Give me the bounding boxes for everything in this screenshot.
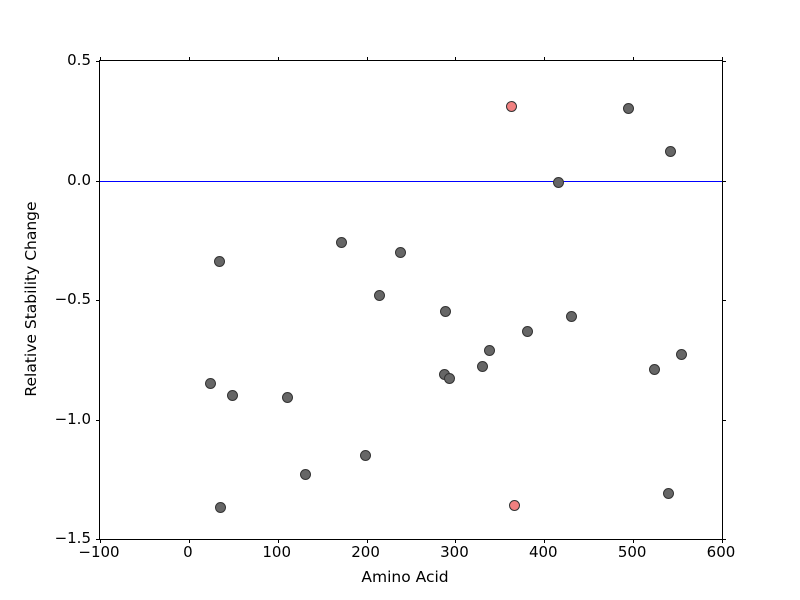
- x-axis-tick-label: −100: [78, 543, 120, 561]
- data-point: [509, 500, 521, 512]
- data-point: [476, 361, 488, 373]
- data-point: [299, 468, 311, 480]
- data-point: [566, 311, 578, 323]
- x-axis-tick-label: 200: [351, 543, 380, 561]
- x-axis-tick-label: 500: [617, 543, 647, 561]
- x-axis-tick: [455, 57, 457, 61]
- data-point: [675, 349, 687, 361]
- x-axis-tick: [277, 57, 279, 61]
- data-point: [443, 373, 455, 385]
- data-point: [360, 449, 372, 461]
- data-point: [663, 488, 675, 500]
- y-axis-tick-label: −0.5: [54, 290, 91, 308]
- x-axis-title-text: Amino Acid: [361, 568, 449, 586]
- data-point: [204, 378, 216, 390]
- x-axis-title: Amino Acid: [0, 568, 800, 586]
- x-axis-tick: [722, 57, 723, 61]
- x-axis-tick-label: 400: [528, 543, 558, 561]
- x-axis-tick-label: 600: [706, 543, 736, 561]
- y-axis-tick: [722, 300, 726, 301]
- y-axis-tick: [96, 539, 100, 540]
- data-point: [226, 390, 238, 402]
- data-point: [553, 177, 564, 189]
- y-axis-tick-label: −1.5: [54, 529, 91, 547]
- data-point: [521, 325, 533, 337]
- data-point: [213, 256, 225, 268]
- y-axis-tick: [722, 419, 726, 421]
- data-point: [623, 103, 635, 115]
- data-point: [664, 146, 676, 158]
- y-axis-tick-label: 0.5: [67, 51, 91, 69]
- data-point: [505, 100, 517, 112]
- y-axis-tick: [96, 419, 100, 421]
- x-axis-tick-label: 0: [183, 543, 193, 561]
- x-axis-tick: [188, 57, 190, 61]
- x-axis-tick: [722, 539, 723, 543]
- y-axis-tick-label: −1.0: [54, 409, 91, 428]
- plot-area: [96, 57, 726, 543]
- x-axis-tick: [277, 539, 279, 543]
- y-axis-title: Relative Stability Change: [22, 201, 40, 397]
- data-points-layer: [100, 61, 722, 539]
- data-point: [373, 289, 385, 301]
- y-axis-tick: [722, 180, 726, 182]
- x-axis-tick: [455, 539, 457, 543]
- data-point: [336, 237, 348, 249]
- y-axis-tick: [722, 61, 726, 62]
- x-axis-tick: [100, 57, 101, 61]
- data-point: [281, 392, 293, 404]
- data-point: [483, 344, 495, 356]
- y-axis-tick-label: 0.0: [67, 170, 91, 189]
- x-axis-tick: [366, 57, 368, 61]
- x-axis-tick: [633, 57, 635, 61]
- y-axis-tick: [722, 539, 726, 540]
- data-point: [648, 363, 660, 375]
- x-axis-tick: [188, 539, 190, 543]
- data-point: [394, 246, 406, 258]
- y-axis-tick: [96, 61, 100, 62]
- x-axis-tick-label: 300: [440, 543, 469, 561]
- y-axis-tick: [96, 300, 100, 301]
- reference-line-zero: [100, 180, 722, 182]
- x-axis-tick: [544, 539, 546, 543]
- x-axis-tick: [100, 539, 101, 543]
- x-axis-tick: [544, 57, 546, 61]
- x-axis-tick: [633, 539, 635, 543]
- x-axis-tick-label: 100: [262, 543, 292, 561]
- data-point: [440, 306, 452, 318]
- data-point: [215, 502, 227, 514]
- y-axis-tick: [96, 180, 100, 182]
- x-axis-tick: [366, 539, 368, 543]
